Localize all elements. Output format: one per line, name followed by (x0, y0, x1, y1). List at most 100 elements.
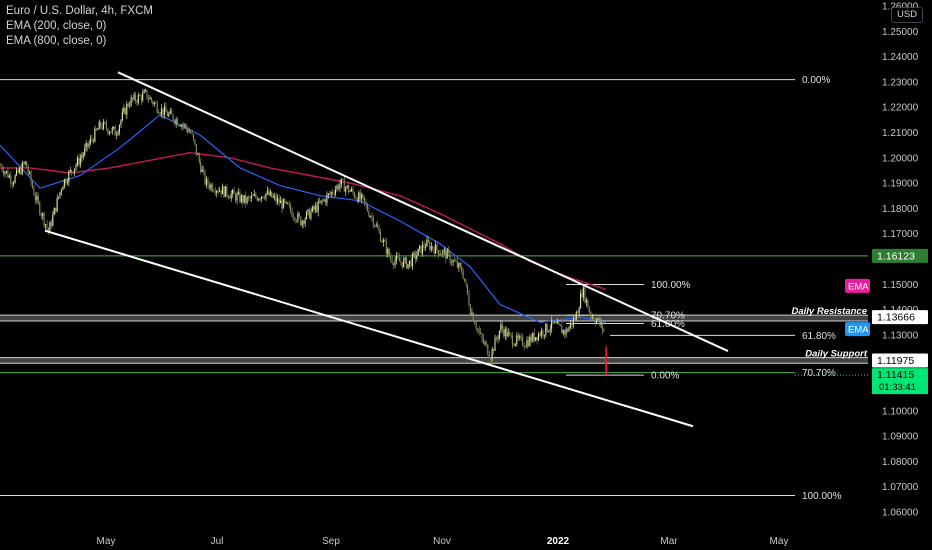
candle-body[interactable] (366, 204, 368, 212)
candle-body[interactable] (59, 191, 61, 197)
ema-200-legend[interactable]: EMA (200, close, 0) (6, 20, 107, 32)
candle-body[interactable] (192, 134, 194, 140)
candle-body[interactable] (197, 154, 199, 156)
candle-body[interactable] (433, 248, 435, 254)
candle-body[interactable] (487, 344, 489, 356)
candle-body[interactable] (129, 105, 131, 107)
candle-body[interactable] (15, 169, 18, 176)
candle-body[interactable] (349, 190, 351, 192)
candle-body[interactable] (14, 175, 16, 183)
candle-body[interactable] (324, 199, 326, 203)
candle-body[interactable] (116, 134, 118, 136)
candle-body[interactable] (398, 257, 400, 262)
candle-body[interactable] (198, 154, 200, 162)
candle-body[interactable] (123, 108, 125, 113)
candle-body[interactable] (424, 246, 426, 248)
candle-body[interactable] (31, 182, 33, 188)
candle-body[interactable] (461, 266, 463, 273)
candle-body[interactable] (374, 225, 376, 227)
candle-body[interactable] (169, 110, 171, 114)
candle-body[interactable] (555, 322, 557, 324)
candle-body[interactable] (247, 197, 250, 199)
candle-body[interactable] (290, 205, 292, 211)
ema-800-legend[interactable]: EMA (800, close, 0) (6, 35, 107, 47)
candle-body[interactable] (397, 255, 399, 258)
candle-body[interactable] (150, 97, 152, 101)
candle-body[interactable] (73, 168, 76, 174)
candle-body[interactable] (561, 326, 563, 334)
candle-body[interactable] (95, 128, 97, 130)
candle-body[interactable] (120, 120, 122, 126)
candle-body[interactable] (243, 195, 245, 203)
candle-body[interactable] (388, 248, 390, 257)
candle-body[interactable] (346, 185, 348, 188)
candle-body[interactable] (297, 213, 299, 221)
candle-body[interactable] (76, 157, 78, 165)
candle-body[interactable] (455, 261, 457, 263)
candle-body[interactable] (85, 143, 87, 148)
candle-body[interactable] (301, 220, 303, 226)
candle-body[interactable] (145, 90, 147, 92)
candle-body[interactable] (381, 241, 383, 243)
candle-body[interactable] (207, 178, 209, 186)
candle-body[interactable] (355, 197, 357, 199)
candle-body[interactable] (585, 299, 587, 303)
candle-body[interactable] (218, 190, 221, 192)
candle-body[interactable] (494, 337, 496, 351)
candle-body[interactable] (47, 227, 49, 232)
price-tag-support[interactable] (872, 353, 928, 368)
candle-body[interactable] (147, 98, 149, 100)
candle-body[interactable] (535, 336, 537, 341)
candle-body[interactable] (18, 168, 20, 173)
candle-body[interactable] (468, 293, 470, 306)
candle-body[interactable] (469, 305, 471, 315)
candle-body[interactable] (239, 192, 241, 202)
candle-body[interactable] (160, 108, 163, 114)
candle-body[interactable] (392, 263, 395, 266)
candle-body[interactable] (246, 197, 248, 203)
candle-body[interactable] (350, 188, 352, 191)
candle-body[interactable] (565, 329, 567, 335)
candle-body[interactable] (114, 126, 116, 136)
candle-body[interactable] (603, 329, 605, 332)
candle-body[interactable] (30, 171, 32, 183)
candle-body[interactable] (221, 186, 223, 195)
candle-body[interactable] (414, 253, 416, 259)
candle-body[interactable] (191, 132, 193, 135)
candle-body[interactable] (327, 193, 329, 195)
candle-body[interactable] (462, 272, 464, 279)
candle-body[interactable] (384, 240, 386, 242)
candle-body[interactable] (268, 190, 270, 196)
candle-body[interactable] (89, 138, 91, 144)
candle-body[interactable] (445, 249, 447, 259)
candle-body[interactable] (361, 194, 363, 200)
candle-body[interactable] (139, 95, 141, 96)
candle-body[interactable] (536, 336, 538, 340)
candle-body[interactable] (49, 222, 51, 232)
candle-body[interactable] (240, 195, 242, 202)
candle-body[interactable] (282, 199, 284, 209)
candle-body[interactable] (519, 336, 521, 339)
candle-body[interactable] (159, 113, 161, 115)
candle-body[interactable] (249, 197, 251, 199)
candle-body[interactable] (42, 213, 44, 216)
candle-body[interactable] (220, 190, 222, 195)
candle-body[interactable] (146, 90, 148, 99)
candle-body[interactable] (329, 193, 331, 195)
candle-body[interactable] (232, 189, 234, 194)
candle-body[interactable] (471, 312, 473, 315)
candle-body[interactable] (481, 333, 483, 339)
candle-body[interactable] (321, 200, 323, 202)
candle-body[interactable] (213, 190, 215, 192)
candle-body[interactable] (382, 240, 384, 243)
candle-body[interactable] (101, 126, 103, 129)
candle-body[interactable] (508, 332, 511, 334)
candle-body[interactable] (8, 175, 10, 178)
candle-body[interactable] (234, 193, 236, 201)
candle-body[interactable] (413, 253, 415, 255)
zone-resistance[interactable] (0, 315, 868, 321)
candle-body[interactable] (562, 330, 564, 334)
candle-body[interactable] (368, 211, 370, 217)
candle-body[interactable] (378, 228, 380, 232)
candle-body[interactable] (229, 197, 231, 199)
